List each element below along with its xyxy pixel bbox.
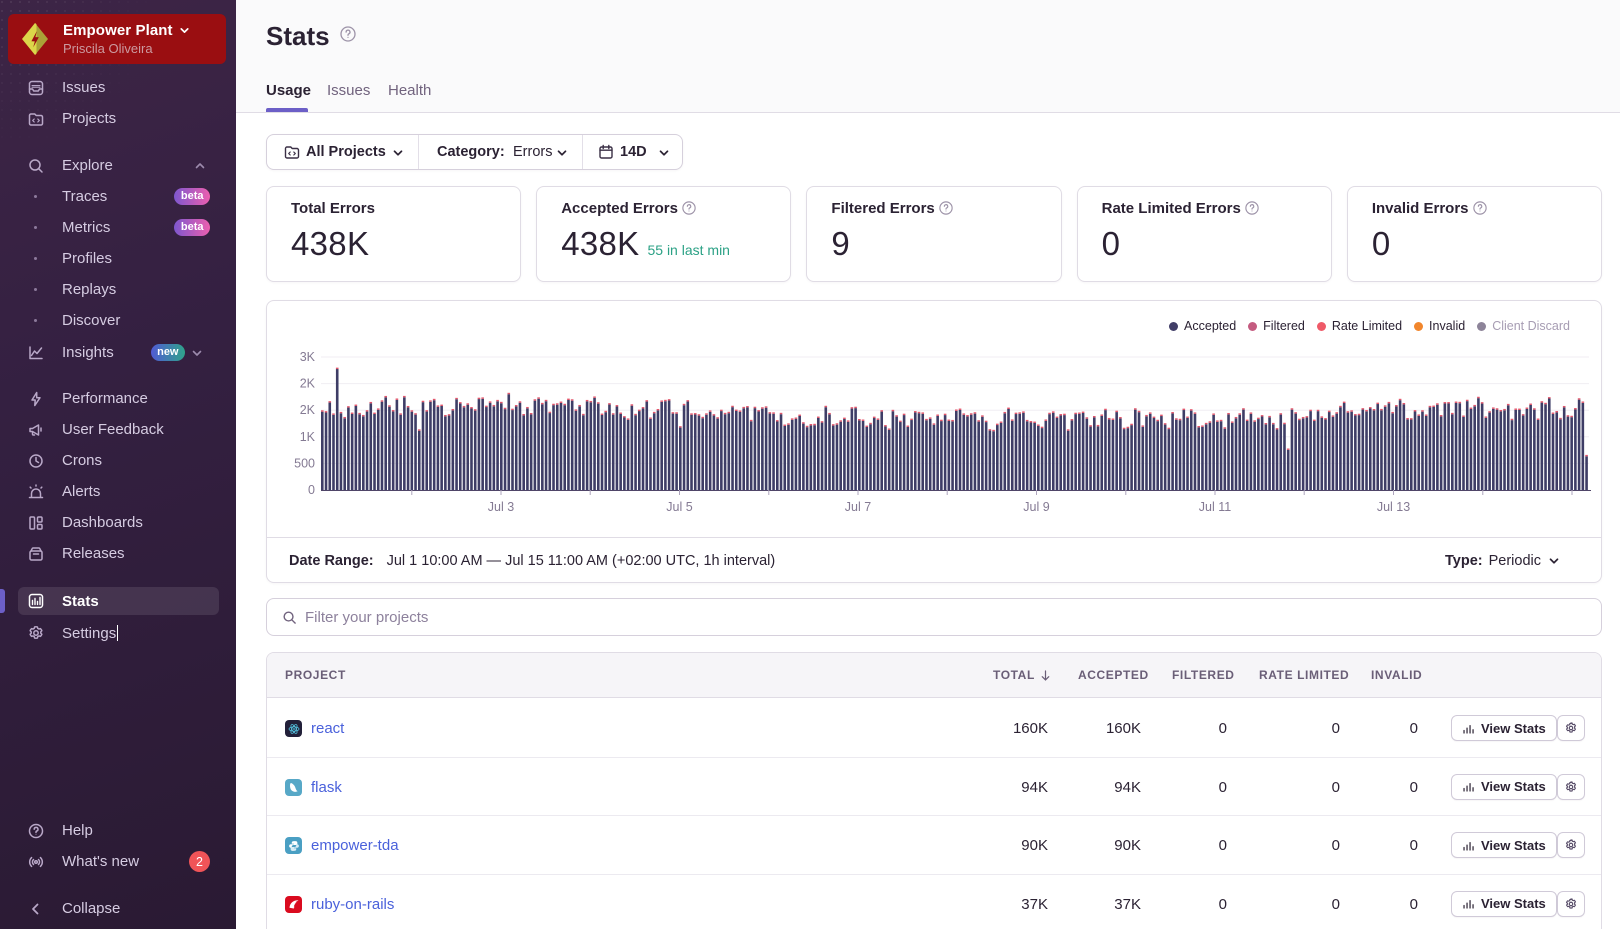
svg-text:0: 0 xyxy=(308,483,315,497)
svg-text:Jul 5: Jul 5 xyxy=(666,500,692,514)
svg-text:500: 500 xyxy=(294,456,315,470)
svg-text:Jul 3: Jul 3 xyxy=(488,500,514,514)
svg-text:2K: 2K xyxy=(300,377,316,391)
svg-text:Jul 9: Jul 9 xyxy=(1023,500,1049,514)
svg-text:Jul 7: Jul 7 xyxy=(845,500,871,514)
svg-text:1K: 1K xyxy=(300,430,316,444)
svg-text:2K: 2K xyxy=(300,403,316,417)
svg-text:Jul 11: Jul 11 xyxy=(1199,500,1231,514)
svg-text:Jul 13: Jul 13 xyxy=(1377,500,1410,514)
svg-text:3K: 3K xyxy=(300,350,316,364)
